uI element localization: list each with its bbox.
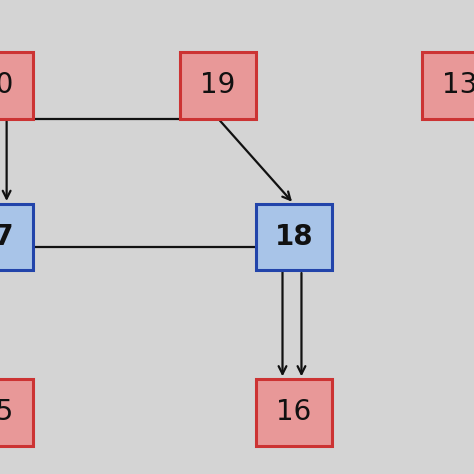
FancyBboxPatch shape: [422, 52, 474, 118]
FancyBboxPatch shape: [256, 379, 332, 446]
FancyBboxPatch shape: [0, 204, 33, 270]
Text: 18: 18: [274, 223, 313, 251]
FancyBboxPatch shape: [180, 52, 256, 118]
FancyBboxPatch shape: [0, 52, 33, 118]
Text: 19: 19: [201, 71, 236, 100]
Text: 13: 13: [442, 71, 474, 100]
Text: 17: 17: [0, 223, 15, 251]
Text: 16: 16: [276, 398, 311, 427]
FancyBboxPatch shape: [256, 204, 332, 270]
Text: 15: 15: [0, 398, 13, 427]
FancyBboxPatch shape: [0, 379, 33, 446]
Text: 20: 20: [0, 71, 13, 100]
